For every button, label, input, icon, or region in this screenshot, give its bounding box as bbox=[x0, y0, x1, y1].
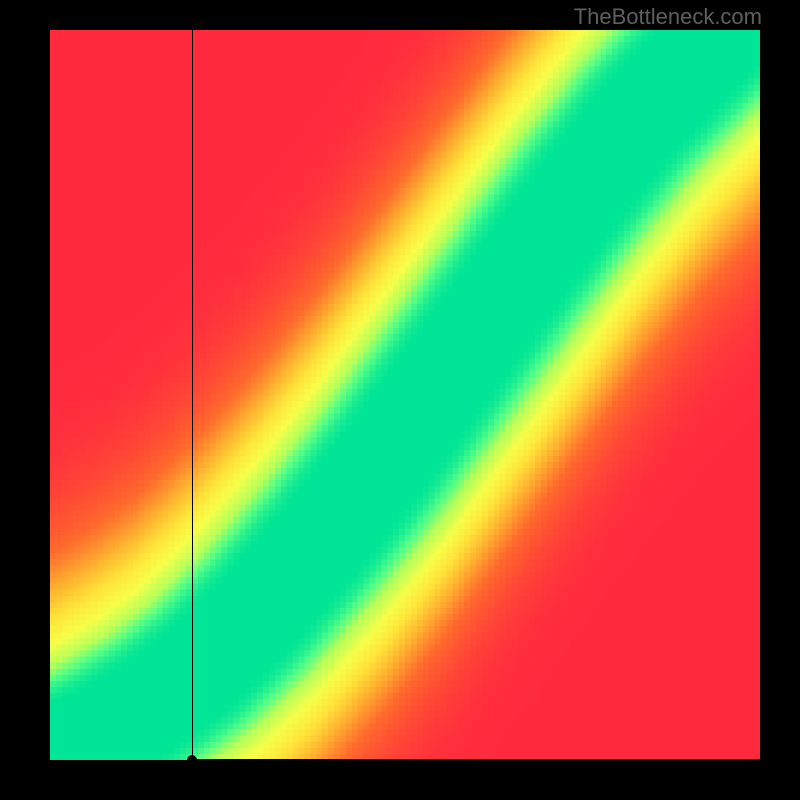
watermark-text: TheBottleneck.com bbox=[574, 4, 762, 30]
crosshair-horizontal bbox=[192, 759, 760, 760]
heatmap-canvas bbox=[50, 30, 760, 760]
crosshair-vertical bbox=[192, 30, 193, 760]
plot-area bbox=[50, 30, 760, 760]
marker-dot bbox=[187, 755, 197, 760]
